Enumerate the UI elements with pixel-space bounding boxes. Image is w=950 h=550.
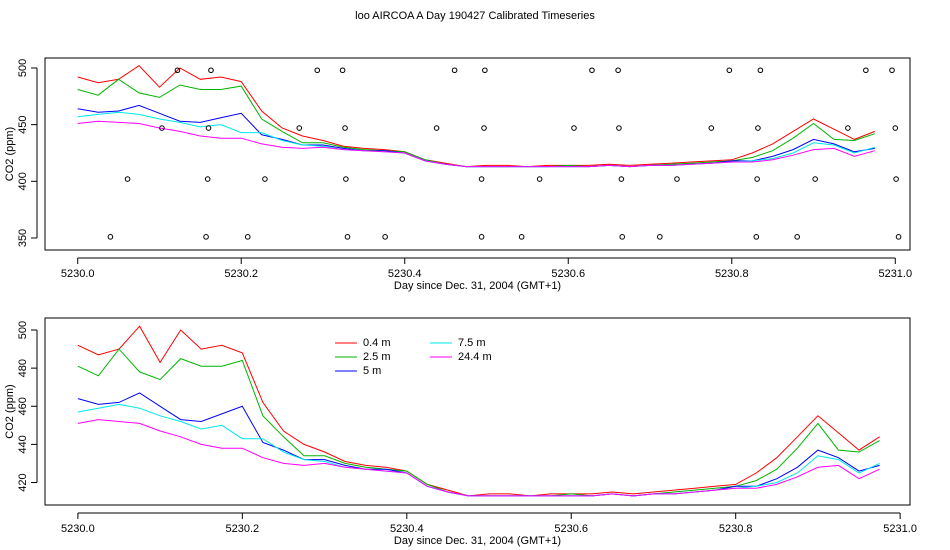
y-tick-label: 350 [17, 229, 29, 247]
series-line [77, 104, 875, 168]
calibration-point [343, 176, 349, 182]
calibration-point [726, 67, 733, 74]
series-line [77, 348, 880, 497]
series-line [77, 65, 875, 168]
x-axis-label: Day since Dec. 31, 2004 (GMT+1) [394, 535, 561, 547]
series-line [77, 78, 875, 168]
x-tick-label: 5230.0 [61, 268, 95, 280]
y-tick-label: 480 [17, 359, 29, 377]
calibration-point [895, 234, 902, 240]
calibration-point [478, 234, 485, 240]
calibration-point [889, 67, 895, 74]
calibration-point [382, 234, 388, 240]
calibration-point [159, 125, 165, 131]
calibration-point [708, 125, 715, 131]
calibration-point [753, 234, 760, 240]
calibration-point [892, 125, 899, 131]
calibration-point [482, 67, 488, 74]
calibration-point [845, 125, 851, 131]
legend-label: 7.5 m [458, 337, 486, 349]
calibration-point [589, 67, 595, 74]
calibration-point [204, 176, 211, 182]
calibration-point [478, 176, 485, 182]
y-tick-label: 400 [17, 172, 29, 190]
calibration-point [536, 176, 543, 182]
x-tick-label: 5230.6 [551, 268, 585, 280]
calibration-point [619, 234, 626, 240]
calibration-point [339, 67, 346, 74]
calibration-point [863, 67, 869, 74]
y-tick-label: 440 [17, 435, 29, 453]
series-line [77, 392, 880, 497]
y-tick-label: 500 [17, 321, 29, 339]
plot-frame [44, 57, 911, 251]
x-axis-label: Day since Dec. 31, 2004 (GMT+1) [394, 280, 561, 292]
x-tick-label: 5230.2 [224, 268, 258, 280]
y-tick-label: 420 [17, 473, 29, 491]
calibration-point [399, 176, 406, 182]
legend-label: 5 m [363, 365, 381, 377]
calibration-point [107, 234, 114, 240]
x-tick-label: 5230.4 [390, 523, 424, 535]
y-tick-label: 460 [17, 397, 29, 415]
calibration-point [812, 176, 818, 182]
calibration-point [893, 176, 899, 182]
x-tick-label: 5231.0 [883, 523, 917, 535]
calibration-point [296, 125, 303, 131]
calibration-point [451, 67, 458, 74]
x-tick-label: 5230.8 [715, 268, 749, 280]
calibration-point [657, 234, 663, 240]
calibration-point [754, 176, 760, 182]
calibration-point [124, 176, 131, 182]
calibration-point [674, 176, 680, 182]
x-tick-label: 5230.8 [719, 523, 753, 535]
calibration-point [481, 125, 487, 131]
legend-label: 0.4 m [363, 337, 391, 349]
calibration-point [618, 176, 625, 182]
calibration-point [433, 125, 440, 131]
y-axis-label: CO2 (ppm) [4, 384, 16, 438]
series-line [77, 111, 875, 168]
calibration-point [314, 67, 321, 74]
calibration-point [344, 234, 351, 240]
calibration-point [757, 67, 764, 74]
calibration-point [262, 176, 268, 182]
series-line [77, 120, 875, 168]
calibration-point [174, 67, 181, 74]
series-line [77, 325, 880, 497]
x-tick-label: 5231.0 [878, 268, 912, 280]
calibration-point [794, 234, 800, 240]
x-tick-label: 5230.4 [388, 268, 422, 280]
x-tick-label: 5230.2 [226, 523, 260, 535]
x-tick-label: 5230.6 [554, 523, 588, 535]
legend-label: 2.5 m [363, 351, 391, 363]
calibration-point [616, 125, 622, 131]
y-tick-label: 500 [17, 59, 29, 77]
calibration-point [615, 67, 621, 74]
calibration-point [244, 234, 251, 240]
figure-title: loo AIRCOA A Day 190427 Calibrated Times… [355, 10, 595, 22]
y-tick-label: 450 [17, 115, 29, 133]
calibration-point [571, 125, 577, 131]
series-line [77, 403, 880, 497]
plot-frame [44, 317, 911, 506]
y-axis-label: CO2 (ppm) [4, 127, 16, 181]
legend-label: 24.4 m [458, 351, 492, 363]
calibration-point [203, 234, 209, 240]
calibration-point [518, 234, 525, 240]
calibration-point [755, 125, 761, 131]
calibration-point [205, 125, 212, 131]
calibration-point [208, 67, 214, 74]
series-line [77, 419, 880, 497]
calibration-point [342, 125, 348, 131]
x-tick-label: 5230.0 [61, 523, 95, 535]
